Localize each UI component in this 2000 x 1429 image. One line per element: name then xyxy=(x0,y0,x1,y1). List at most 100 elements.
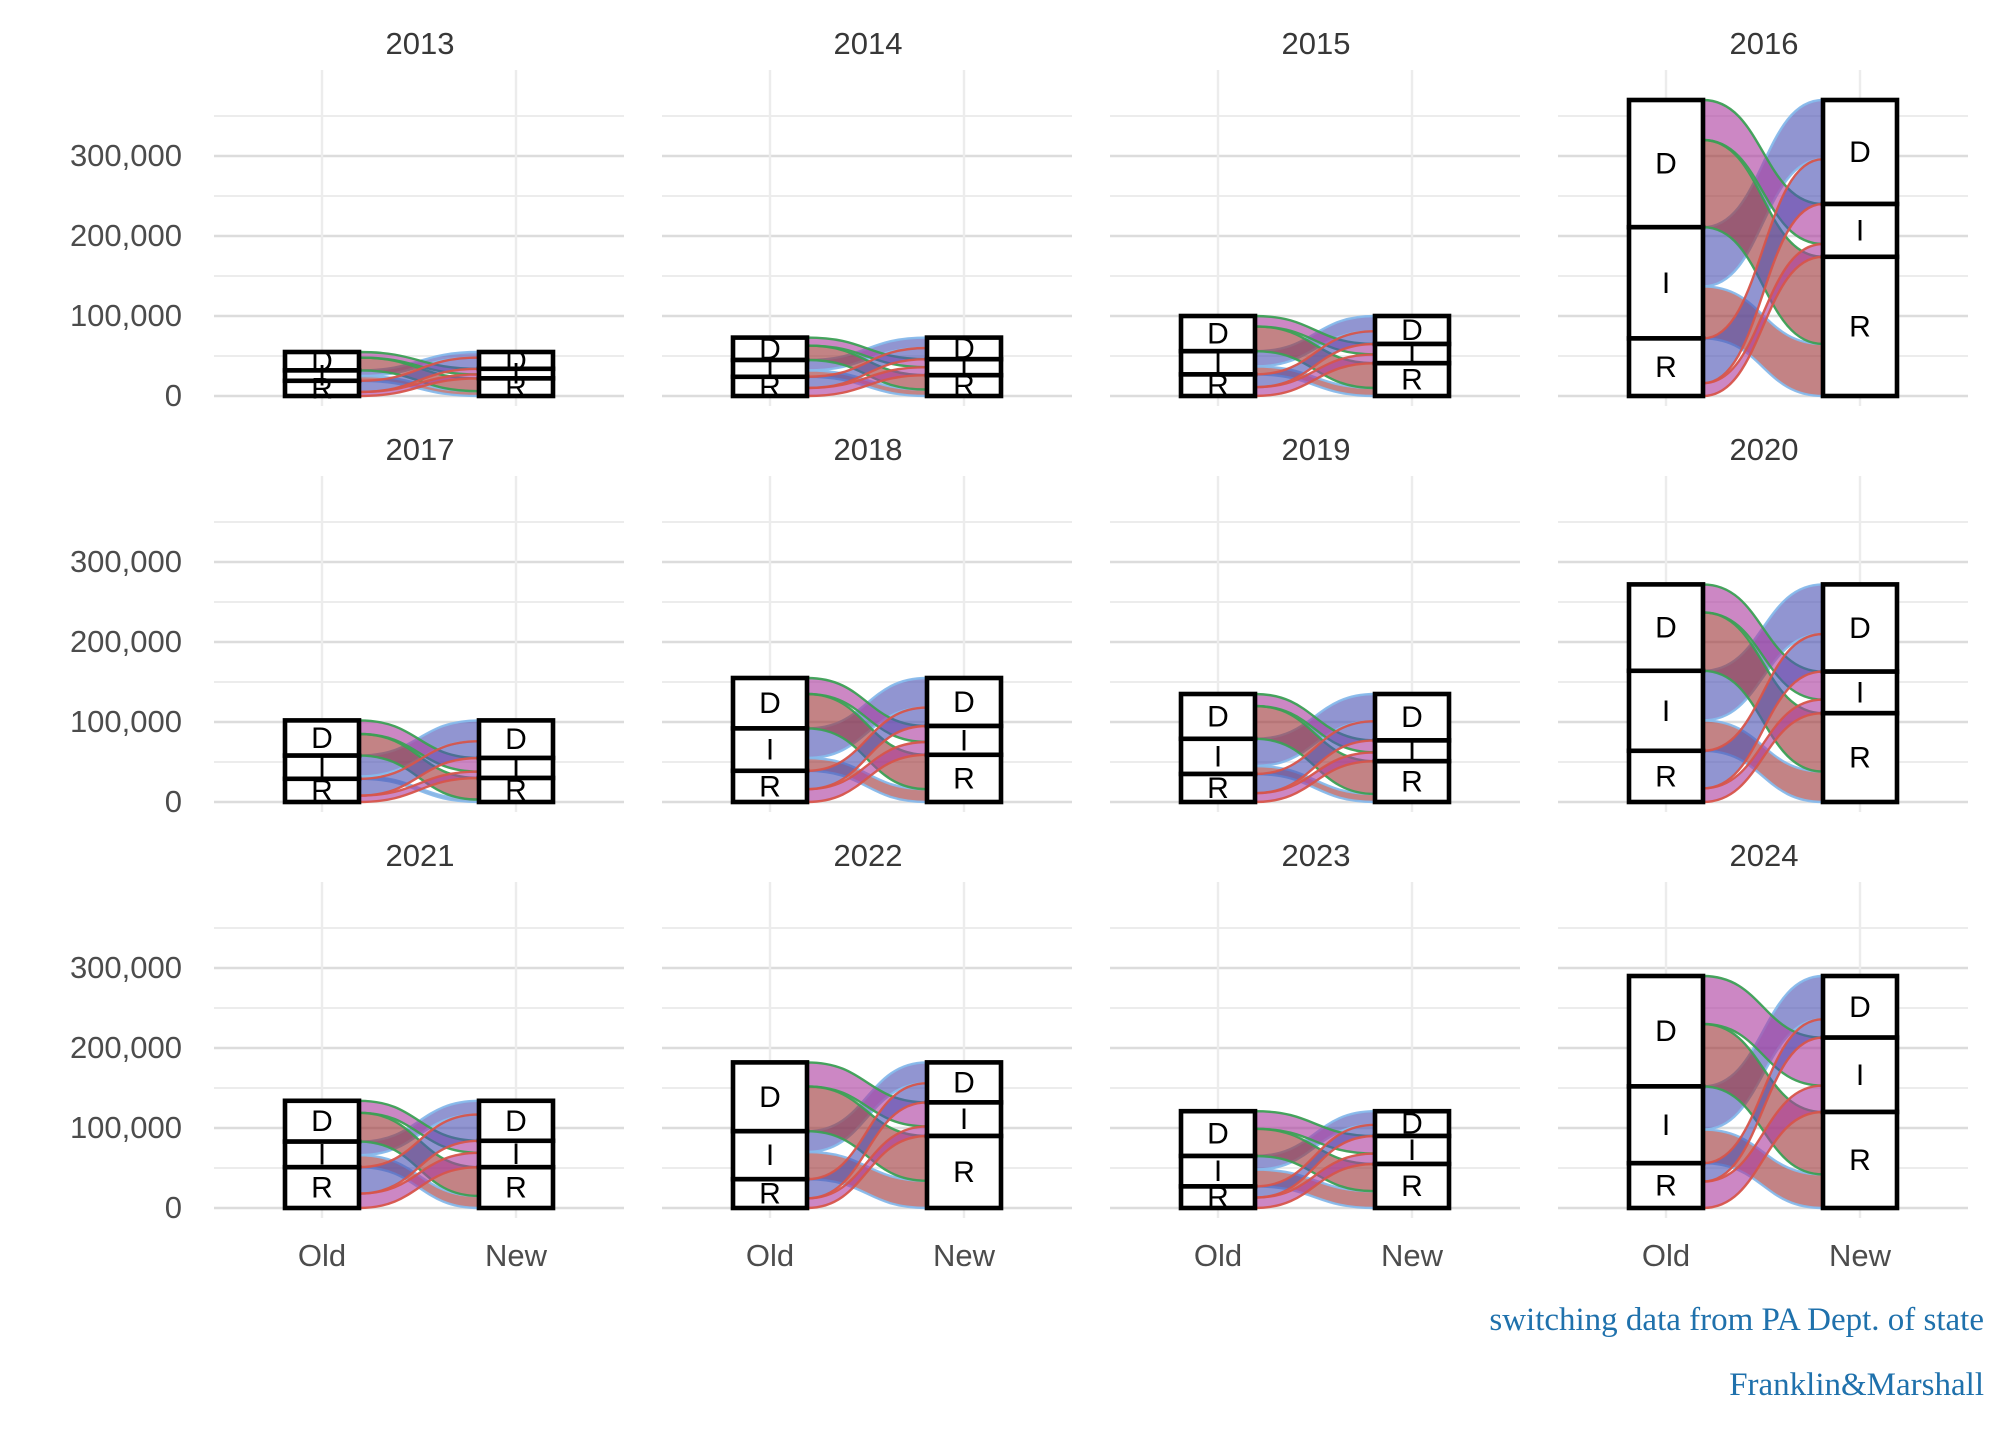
stratum-label-new-D: D xyxy=(1401,314,1423,347)
stratum-old-R xyxy=(1178,1184,1258,1211)
stratum-label-new-R: R xyxy=(1401,1170,1423,1203)
facet-title: 2021 xyxy=(385,838,455,873)
caption-brand: Franklin&Marshall xyxy=(1729,1367,1984,1403)
stratum-old-I xyxy=(1626,1084,1706,1166)
stratum-label-old-D: D xyxy=(1655,148,1677,181)
x-axis-cell: Old New xyxy=(1540,1232,1988,1284)
stratum-label-new-R: R xyxy=(505,371,527,404)
stratum-old-R xyxy=(730,374,810,399)
y-tick-label: 200,000 xyxy=(69,1030,182,1065)
stratum-label-new-D: D xyxy=(953,1066,975,1099)
y-tick-label: 100,000 xyxy=(69,1110,182,1145)
facet-2016: 2016 D I R D I R xyxy=(1540,14,1988,406)
stratum-label-old-D: D xyxy=(1207,1118,1229,1151)
stratum-new-R xyxy=(476,1164,556,1211)
stratum-old-I xyxy=(282,1139,362,1170)
x-tick-label-old: Old xyxy=(1641,1238,1691,1273)
stratum-label-old-I: I xyxy=(318,751,326,784)
stratum-new-D xyxy=(1372,691,1452,743)
facet-2022: 2022 D I R D I R xyxy=(644,826,1092,1218)
stratum-new-I xyxy=(1820,1035,1900,1115)
stratum-label-old-R: R xyxy=(311,372,333,405)
x-tick-label-new: New xyxy=(1380,1238,1444,1273)
stratum-label-new-R: R xyxy=(1849,742,1871,775)
y-tick-label: 200,000 xyxy=(69,624,182,659)
stratum-new-D xyxy=(1820,582,1900,674)
stratum-label-new-D: D xyxy=(505,723,527,756)
stratum-new-R xyxy=(1820,1109,1900,1211)
facet-2015: 2015 D I R D I R xyxy=(1092,14,1540,406)
stratum-new-R xyxy=(1372,1161,1452,1211)
stratum-label-new-D: D xyxy=(1849,136,1871,169)
stratum-label-old-I: I xyxy=(1662,1109,1670,1142)
facet-2020: 2020 D I R D I R xyxy=(1540,420,1988,812)
stratum-label-new-R: R xyxy=(953,370,975,403)
stratum-label-new-I: I xyxy=(1408,1134,1416,1167)
stratum-old-D xyxy=(1178,1108,1258,1159)
stratum-label-new-D: D xyxy=(1849,612,1871,645)
caption-block: switching data from PA Dept. of state Fr… xyxy=(0,1302,1984,1404)
stratum-old-R xyxy=(1178,372,1258,399)
stratum-label-new-D: D xyxy=(505,344,527,377)
stratum-label-old-R: R xyxy=(1207,1181,1229,1214)
stratum-old-R xyxy=(1626,336,1706,399)
stratum-new-D xyxy=(1820,97,1900,207)
facet-row-3: 300,000 200,000 100,000 0 2021 D I R D I R 2022 D I R D… xyxy=(0,826,2000,1225)
stratum-old-R xyxy=(282,776,362,805)
stratum-label-old-R: R xyxy=(759,370,781,403)
y-tick-label: 0 xyxy=(164,784,182,819)
stratum-label-new-R: R xyxy=(953,762,975,795)
facet-row-1: 300,000 200,000 100,000 0 2013 D I R D I R 2014 D I R D… xyxy=(0,14,2000,413)
x-tick-label-old: Old xyxy=(297,1238,347,1273)
stratum-label-old-D: D xyxy=(759,687,781,720)
stratum-label-old-D: D xyxy=(1655,1015,1677,1048)
stratum-label-new-I: I xyxy=(1408,735,1416,768)
stratum-label-old-R: R xyxy=(759,770,781,803)
x-axis-labels-row: Old New Old New Old New Old New xyxy=(196,1232,2000,1284)
facet-2013: 2013 D I R D I R xyxy=(196,14,644,406)
stratum-label-old-I: I xyxy=(1214,347,1222,380)
stratum-old-D xyxy=(730,1060,810,1134)
stratum-new-R xyxy=(476,376,556,399)
y-tick-label: 300,000 xyxy=(69,544,182,579)
chart-grid: 300,000 200,000 100,000 0 2013 D I R D I R 2014 D I R D… xyxy=(0,14,2000,1225)
stratum-label-new-I: I xyxy=(1856,1059,1864,1092)
stratum-label-old-R: R xyxy=(311,1172,333,1205)
stratum-label-old-R: R xyxy=(759,1178,781,1211)
y-tick-label: 100,000 xyxy=(69,704,182,739)
stratum-new-I xyxy=(1372,1133,1452,1167)
x-tick-label-old: Old xyxy=(1193,1238,1243,1273)
stratum-label-old-D: D xyxy=(759,1081,781,1114)
stratum-old-R xyxy=(1626,1160,1706,1211)
stratum-new-R xyxy=(1372,360,1452,399)
facet-2023: 2023 D I R D I R xyxy=(1092,826,1540,1218)
stratum-label-old-I: I xyxy=(1662,267,1670,300)
stratum-old-R xyxy=(1626,748,1706,805)
facet-title: 2015 xyxy=(1281,26,1351,61)
facet-2014: 2014 D I R D I R xyxy=(644,14,1092,406)
stratum-new-I xyxy=(1820,201,1900,260)
caption-source: switching data from PA Dept. of state xyxy=(1489,1302,1984,1338)
stratum-label-old-R: R xyxy=(1655,351,1677,384)
stratum-new-R xyxy=(924,372,1004,399)
stratum-label-new-I: I xyxy=(960,724,968,757)
stratum-label-new-I: I xyxy=(512,752,520,785)
facet-title: 2014 xyxy=(833,26,903,61)
stratum-label-old-R: R xyxy=(1207,772,1229,805)
stratum-label-old-D: D xyxy=(311,345,333,378)
stratum-label-new-R: R xyxy=(1849,1144,1871,1177)
stratum-label-old-D: D xyxy=(1655,612,1677,645)
stratum-old-D xyxy=(1626,973,1706,1089)
y-axis: 300,000 200,000 100,000 0 xyxy=(0,420,196,819)
y-tick-label: 200,000 xyxy=(69,218,182,253)
stratum-new-D xyxy=(1372,313,1452,347)
facet-2017: 2017 D I R D I R xyxy=(196,420,644,812)
facet-title: 2016 xyxy=(1729,26,1799,61)
stratum-new-D xyxy=(1372,1108,1452,1139)
stratum-label-new-R: R xyxy=(1849,310,1871,343)
stratum-new-D xyxy=(476,1098,556,1144)
